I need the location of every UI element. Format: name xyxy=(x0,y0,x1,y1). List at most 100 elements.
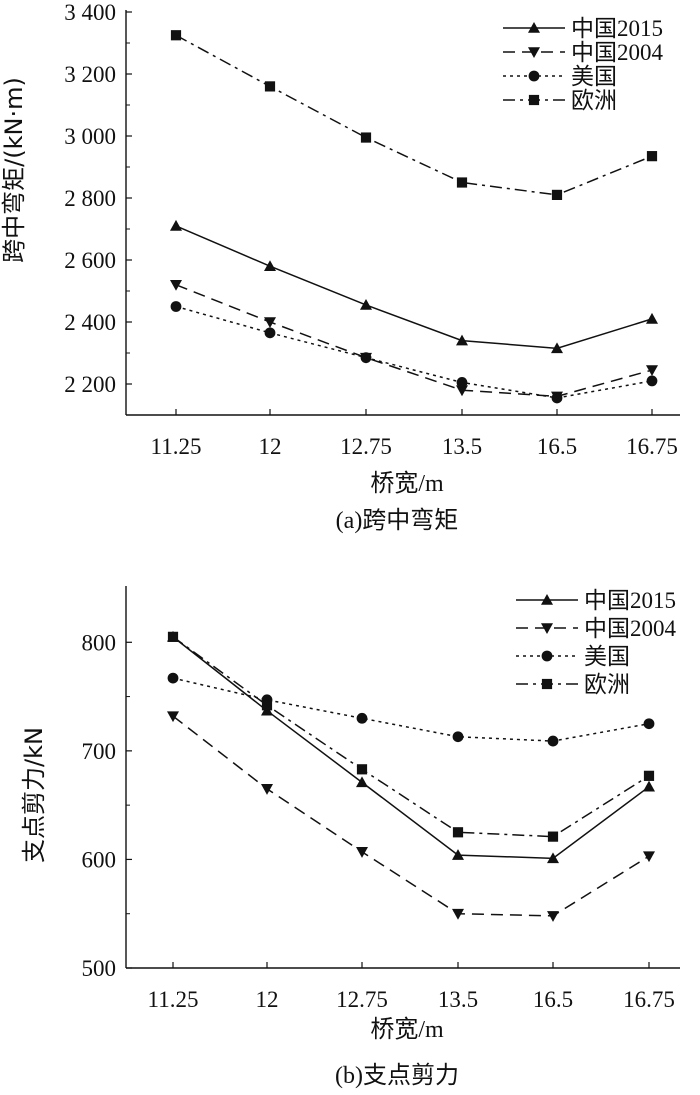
series-line xyxy=(175,225,653,350)
chart-panel-1: 2 200 2 400 2 600 2 800 3 000 3 200 3 400 11.25… xyxy=(0,0,680,534)
data-point xyxy=(170,280,182,291)
data-point xyxy=(452,827,464,838)
legend-label: 中国2015 xyxy=(571,16,663,41)
data-point xyxy=(547,735,559,747)
y-axis-title: 跨中弯矩/(kN·m) xyxy=(0,77,28,263)
legend-marker xyxy=(528,94,540,106)
y-tick-label: 800 xyxy=(82,630,117,655)
legend-label: 美国 xyxy=(584,644,630,669)
data-point xyxy=(360,132,372,143)
y-tick-label: 2 800 xyxy=(64,186,116,211)
y-tick-label: 600 xyxy=(82,847,117,872)
series-中国2004 xyxy=(170,280,658,403)
legend-label: 欧洲 xyxy=(571,88,617,113)
data-point xyxy=(643,718,655,730)
series-中国2004 xyxy=(167,711,655,922)
series-line xyxy=(172,715,650,917)
series-美国 xyxy=(170,301,658,404)
data-point xyxy=(261,700,273,711)
data-point xyxy=(646,375,658,387)
y-tick-label: 3 400 xyxy=(64,0,116,25)
y-tick-label: 3 000 xyxy=(64,124,116,149)
data-point xyxy=(360,298,372,310)
data-point xyxy=(456,377,468,388)
series-美国 xyxy=(167,672,655,747)
legend-label: 中国2004 xyxy=(571,40,664,65)
y-tick-label: 3 200 xyxy=(64,62,116,87)
x-tick-label: 16.5 xyxy=(537,434,577,459)
x-tick-label: 12.75 xyxy=(340,434,392,459)
y-tick-label: 700 xyxy=(82,739,117,764)
data-point xyxy=(452,849,464,860)
data-point xyxy=(551,392,563,404)
chart-panel-2: 500 600 700 800 11.25 12 12.75 13.5 16.5 16.75 桥宽/… xyxy=(20,586,680,1089)
x-axis-title: 桥宽/m xyxy=(370,470,444,497)
data-point xyxy=(646,312,658,324)
legend-marker xyxy=(528,47,540,58)
y-tick-label: 2 600 xyxy=(64,248,116,273)
x-tick-label: 12 xyxy=(259,434,282,459)
data-point xyxy=(356,776,368,788)
data-point xyxy=(356,847,368,858)
x-tick-label: 11.25 xyxy=(148,987,199,1012)
x-axis-title: 桥宽/m xyxy=(370,1016,444,1043)
x-tick-label: 11.25 xyxy=(151,434,202,459)
y-tick-label: 500 xyxy=(82,956,117,981)
x-tick-label: 12.75 xyxy=(336,987,388,1012)
data-point xyxy=(452,908,464,920)
chart-caption: (b)支点剪力 xyxy=(335,1062,459,1089)
data-point xyxy=(360,352,372,364)
data-point xyxy=(167,672,179,684)
data-point xyxy=(356,764,368,775)
legend-marker xyxy=(541,678,553,690)
data-point xyxy=(456,177,468,188)
data-point xyxy=(261,784,273,795)
data-point xyxy=(170,219,182,231)
data-point xyxy=(264,327,276,339)
series-line xyxy=(175,284,653,398)
series-line xyxy=(175,305,653,399)
data-point xyxy=(452,731,464,743)
data-point xyxy=(643,780,655,792)
data-point xyxy=(264,317,276,328)
legend-marker xyxy=(541,650,553,662)
data-point xyxy=(646,365,658,377)
data-point xyxy=(264,260,276,271)
data-point xyxy=(547,831,559,842)
y-axis-title: 支点剪力/kN xyxy=(20,727,48,863)
series-中国2015 xyxy=(167,630,655,864)
data-point xyxy=(456,385,468,397)
chart-caption: (a)跨中弯矩 xyxy=(336,507,459,534)
data-point xyxy=(170,301,182,312)
legend-marker xyxy=(528,22,540,33)
legend-label: 美国 xyxy=(571,64,617,89)
legend-label: 欧洲 xyxy=(584,672,630,697)
series-中国2015 xyxy=(170,219,658,354)
series-line xyxy=(172,677,650,742)
series-line xyxy=(175,34,653,196)
data-point xyxy=(264,81,276,92)
legend-marker xyxy=(528,70,540,82)
series-欧洲 xyxy=(167,631,655,842)
data-point xyxy=(547,852,559,864)
data-point xyxy=(547,911,559,922)
legend-marker xyxy=(541,623,553,634)
x-tick-label: 12 xyxy=(256,987,279,1012)
series-欧洲 xyxy=(170,30,658,200)
x-tick-label: 16.5 xyxy=(533,987,573,1012)
data-point xyxy=(551,189,563,200)
data-point xyxy=(170,30,182,41)
data-point xyxy=(167,631,179,642)
data-point xyxy=(643,770,655,781)
data-point xyxy=(646,151,658,162)
legend-marker xyxy=(541,594,553,605)
x-tick-label: 13.5 xyxy=(438,987,478,1012)
y-tick-label: 2 200 xyxy=(64,372,116,397)
data-point xyxy=(456,334,468,346)
legend-label: 中国2015 xyxy=(584,588,676,613)
data-point xyxy=(356,712,368,724)
x-tick-label: 13.5 xyxy=(442,434,482,459)
